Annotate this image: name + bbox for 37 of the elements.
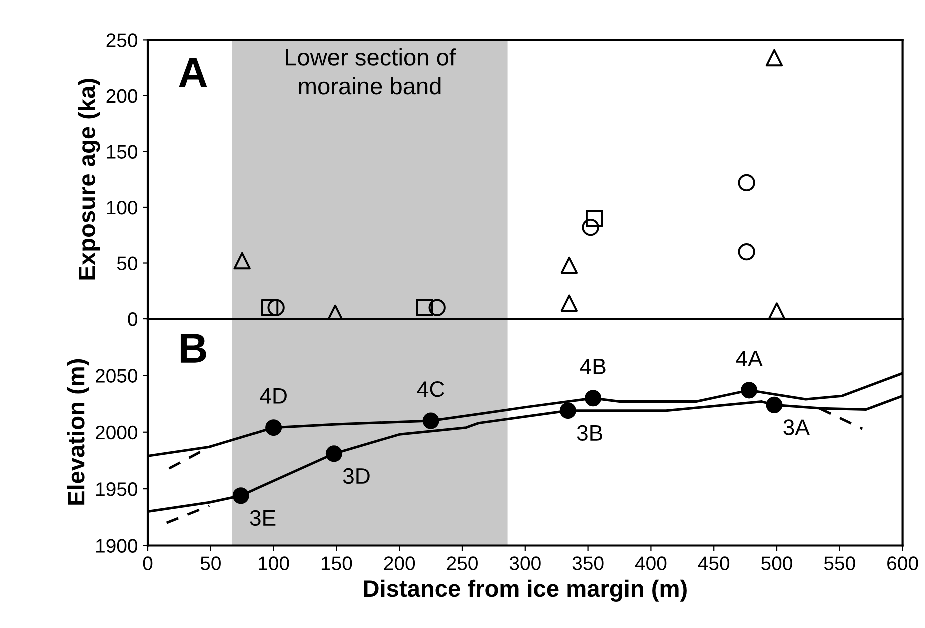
annotation: 4A xyxy=(736,351,763,366)
y-tick-label: 2000 xyxy=(96,426,138,440)
x-tick-label: 150 xyxy=(322,556,352,570)
y-tick-label: 250 xyxy=(106,34,138,48)
y-tick-label: 1950 xyxy=(96,482,138,496)
annotation: 3A xyxy=(784,420,810,436)
x-tick-label: 50 xyxy=(200,556,221,570)
x-axis-title: Distance from ice margin (m) xyxy=(364,580,687,602)
y-tick-label: 100 xyxy=(107,200,138,215)
y-tick-label: 2050 xyxy=(96,369,138,383)
y-tick-label: 50 xyxy=(117,256,138,270)
y-tick-label: 1900 xyxy=(96,539,138,553)
annotation: A xyxy=(179,58,208,88)
x-tick-label: 450 xyxy=(698,556,730,570)
y-tick-label: 200 xyxy=(106,89,138,104)
annotation: 3E xyxy=(250,510,276,526)
annotation: 4D xyxy=(260,388,287,404)
x-tick-label: 500 xyxy=(762,556,792,570)
x-tick-label: 600 xyxy=(888,556,918,570)
annotation: 3D xyxy=(343,468,370,484)
annotation: B xyxy=(180,334,206,363)
y-axis-title: Elevation (m) xyxy=(67,359,90,505)
x-tick-label: 100 xyxy=(259,556,290,570)
y-tick-label: 0 xyxy=(128,312,138,326)
annotation: 4C xyxy=(417,381,444,398)
x-tick-label: 550 xyxy=(824,556,856,570)
x-tick-label: 200 xyxy=(384,556,416,570)
annotation: 3B xyxy=(577,425,603,442)
x-tick-label: 0 xyxy=(143,556,153,570)
annotation: 4B xyxy=(580,359,606,374)
y-axis-title: Exposure age (ka) xyxy=(78,79,100,280)
x-tick-label: 300 xyxy=(510,556,541,570)
y-tick-label: 150 xyxy=(107,145,138,159)
x-tick-label: 250 xyxy=(447,556,478,570)
x-tick-label: 350 xyxy=(572,556,604,570)
x-tick-label: 400 xyxy=(635,556,667,570)
band-label: Lower section of moraine band xyxy=(286,48,456,95)
